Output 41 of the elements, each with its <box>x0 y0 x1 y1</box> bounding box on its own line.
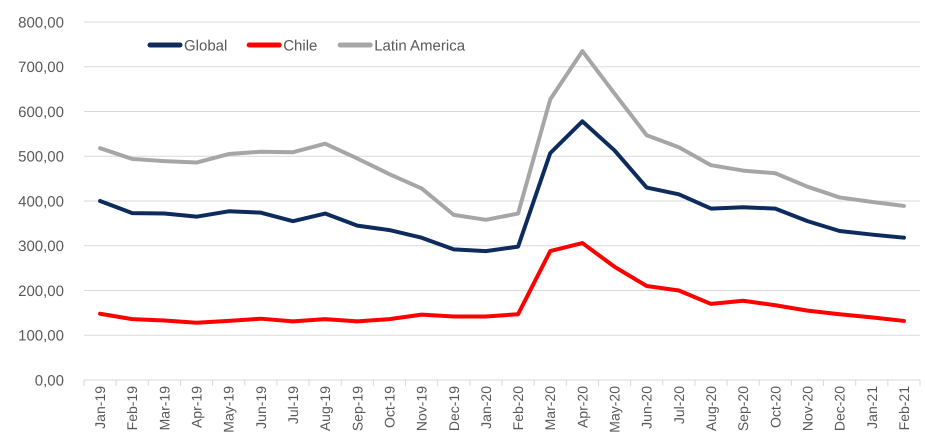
x-tick-label: Dec-20 <box>832 386 848 432</box>
x-tick-label: Oct-20 <box>767 386 784 428</box>
x-tick-label: Jun-19 <box>252 386 269 429</box>
x-tick-label: Jan-21 <box>864 386 880 429</box>
x-tick-label: Nov-19 <box>414 386 430 432</box>
x-tick-label: Oct-19 <box>381 386 398 428</box>
x-tick-label: Feb-20 <box>510 386 526 430</box>
legend-label: Global <box>184 37 228 54</box>
x-tick-label: Jan-19 <box>92 386 108 429</box>
x-tick-label: Apr-19 <box>188 386 205 428</box>
y-tick-label: 800,00 <box>18 14 64 32</box>
line-series <box>98 241 906 325</box>
y-tick-label: 600,00 <box>18 104 64 121</box>
x-tick-label: Sep-19 <box>349 386 366 432</box>
y-tick-label: 500,00 <box>18 148 64 166</box>
legend-label: Latin America <box>374 37 466 54</box>
legend-label: Chile <box>283 37 318 54</box>
x-tick-label: Jan-20 <box>478 386 494 429</box>
y-tick-label: 0,00 <box>34 372 64 390</box>
x-tick-label: Jul-20 <box>670 386 687 424</box>
y-tick-label: 200,00 <box>18 282 64 300</box>
line-series <box>98 119 906 254</box>
x-tick-label: Apr-20 <box>574 386 590 428</box>
x-tick-label: Jun-20 <box>638 386 655 429</box>
x-tick-label: Mar-20 <box>542 386 558 430</box>
y-tick-label: 300,00 <box>18 238 64 255</box>
y-tick-label: 100,00 <box>18 328 64 344</box>
x-tick-label: Feb-21 <box>896 386 912 430</box>
x-tick-label: Nov-20 <box>799 386 816 432</box>
x-tick-label: Aug-20 <box>703 386 719 432</box>
x-tick-label: Feb-19 <box>124 386 140 430</box>
x-tick-label: Aug-19 <box>317 386 334 432</box>
x-tick-label: May-20 <box>606 386 623 433</box>
x-tick-label: Jul-19 <box>285 386 301 424</box>
y-tick-label: 700,00 <box>18 59 64 76</box>
x-tick-label: Mar-19 <box>156 386 172 430</box>
x-tick-label: Dec-19 <box>446 386 462 432</box>
y-tick-label: 400,00 <box>18 193 64 210</box>
x-tick-label: Sep-20 <box>735 386 752 432</box>
x-tick-label: May-19 <box>220 386 237 433</box>
line-series <box>98 49 906 222</box>
